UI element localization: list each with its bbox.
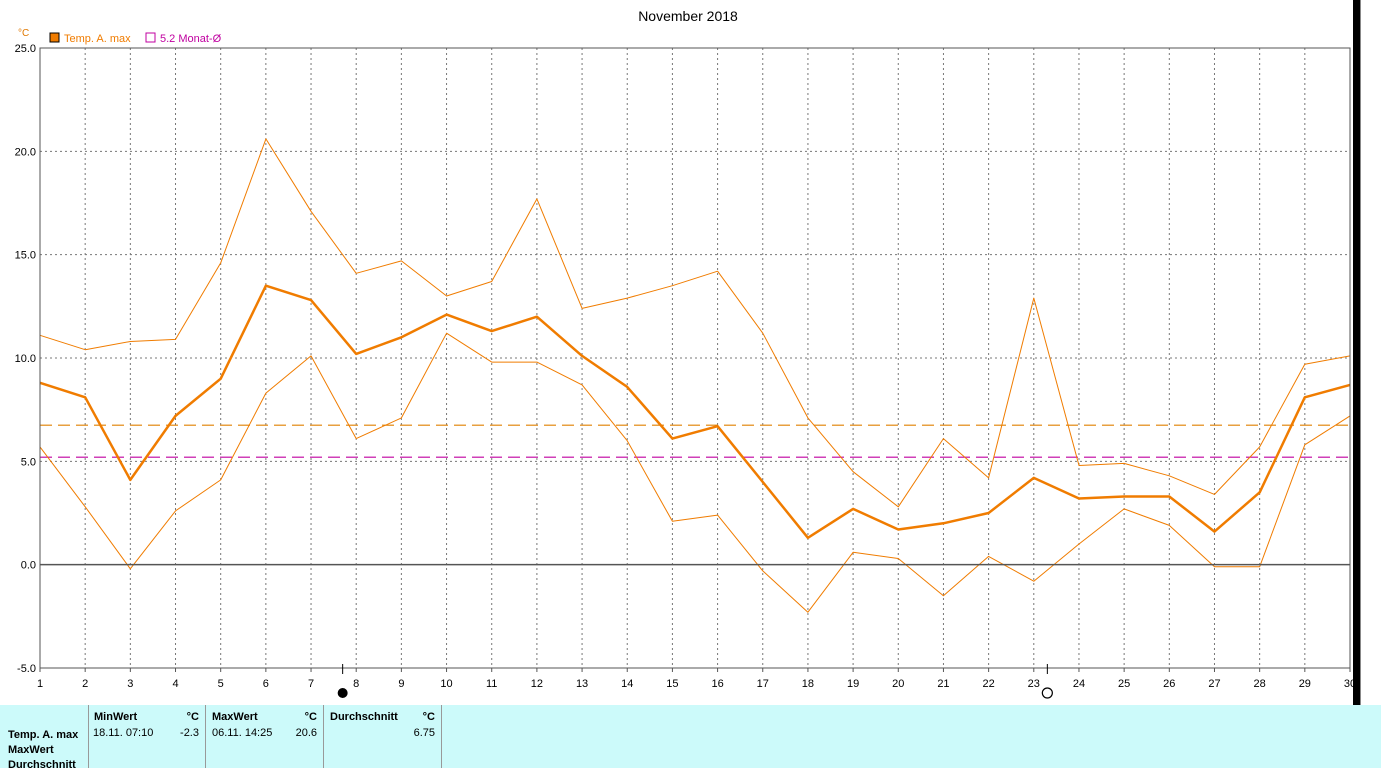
x-tick-label: 11 [486, 678, 497, 690]
y-tick-label: 15.0 [15, 250, 36, 262]
x-tick-label: 12 [531, 678, 543, 690]
row-label-temp: Temp. A. max [8, 729, 79, 741]
legend: Temp. A. max 5.2 Monat-Ø [49, 32, 222, 45]
grid-lines [40, 48, 1351, 668]
x-tick-label: 18 [802, 678, 814, 690]
chart-title: November 2018 [638, 8, 738, 24]
row-label-durchschnitt: Durchschnitt [8, 759, 76, 771]
avg-header: Durchschnitt [330, 711, 398, 723]
tick-labels: 25.020.015.010.05.00.0-5.01 2 3 4 5 6 7 8 9 10 11 1… [15, 43, 1357, 690]
x-tick-label: 26 [1163, 678, 1175, 690]
y-tick-label: 25.0 [15, 43, 36, 55]
temperature-chart: 25.020.015.010.05.00.0-5.01 2 3 4 5 6 7 8 9 10 11 1… [15, 8, 1357, 699]
x-tick-label: 29 [1299, 678, 1311, 690]
max-date: 06.11. 14:25 [212, 727, 273, 739]
x-tick-label: 17 [757, 678, 769, 690]
min-date: 18.11. 07:10 [93, 727, 154, 739]
x-tick-label: 4 [172, 678, 178, 690]
stats-min-column: MinWert °C 18.11. 07:10 -2.3 [89, 705, 206, 768]
legend-label: Temp. A. max [64, 33, 131, 45]
x-tick-label: 22 [982, 678, 994, 690]
full-moon-icon [1041, 687, 1053, 699]
min-value: -2.3 [180, 727, 199, 739]
avg-unit: °C [422, 711, 435, 723]
legend-swatch-filled [49, 32, 60, 43]
x-tick-label: 9 [398, 678, 404, 690]
min-unit: °C [186, 711, 199, 723]
x-tick-label: 20 [892, 678, 904, 690]
axes [39, 47, 1351, 699]
x-tick-label: 14 [621, 678, 633, 690]
window-edge [1360, 0, 1381, 705]
new-moon-icon [337, 688, 348, 698]
avg-value: 6.75 [413, 727, 435, 739]
y-tick-label: 0.0 [21, 560, 36, 572]
window-scroll-divider [1353, 0, 1360, 705]
x-tick-label: 28 [1254, 678, 1266, 690]
x-tick-label: 10 [440, 678, 452, 690]
series-line-lower [39, 332, 1351, 613]
y-unit-label: °C [18, 28, 29, 39]
max-unit: °C [304, 711, 317, 723]
x-tick-label: 15 [666, 678, 678, 690]
max-value: 20.6 [295, 727, 317, 739]
x-tick-label: 16 [711, 678, 723, 690]
x-tick-label: 6 [263, 678, 269, 690]
x-tick-label: 25 [1118, 678, 1130, 690]
x-tick-label: 1 [37, 678, 43, 690]
legend-swatch-open [145, 32, 156, 43]
min-header: MinWert [94, 711, 138, 723]
stats-row-labels: Temp. A. max MaxWert Durchschnitt [8, 728, 78, 773]
series-line-mean [39, 284, 1351, 540]
stats-max-column: MaxWert °C 06.11. 14:25 20.6 [206, 705, 324, 768]
series-lines [39, 138, 1351, 613]
plot-frame [39, 47, 1351, 669]
y-tick-label: 10.0 [15, 353, 36, 365]
x-tick-label: 8 [353, 678, 359, 690]
x-tick-label: 5 [218, 678, 224, 690]
y-tick-label: -5.0 [17, 663, 36, 675]
max-header: MaxWert [212, 711, 258, 723]
x-tick-label: 3 [127, 678, 133, 690]
row-label-maxwert: MaxWert [8, 744, 54, 756]
x-tick-label: 24 [1073, 678, 1085, 690]
x-tick-label: 7 [308, 678, 314, 690]
series-line-upper [39, 138, 1351, 508]
stats-row-labels-column: Temp. A. max MaxWert Durchschnitt [0, 705, 89, 771]
statistics-panel: Temp. A. max MaxWert Durchschnitt MinWer… [0, 705, 1381, 771]
x-tick-label: 27 [1208, 678, 1220, 690]
x-tick-label: 2 [82, 678, 88, 690]
legend-label: 5.2 Monat-Ø [160, 33, 222, 45]
y-tick-label: 20.0 [15, 146, 36, 158]
stats-avg-column: Durchschnitt °C 6.75 [324, 705, 442, 768]
x-tick-label: 23 [1028, 678, 1040, 690]
y-tick-label: 5.0 [21, 456, 36, 468]
x-tick-label: 13 [576, 678, 588, 690]
x-tick-label: 19 [847, 678, 859, 690]
x-tick-label: 21 [937, 678, 949, 690]
reference-lines [40, 424, 1350, 458]
